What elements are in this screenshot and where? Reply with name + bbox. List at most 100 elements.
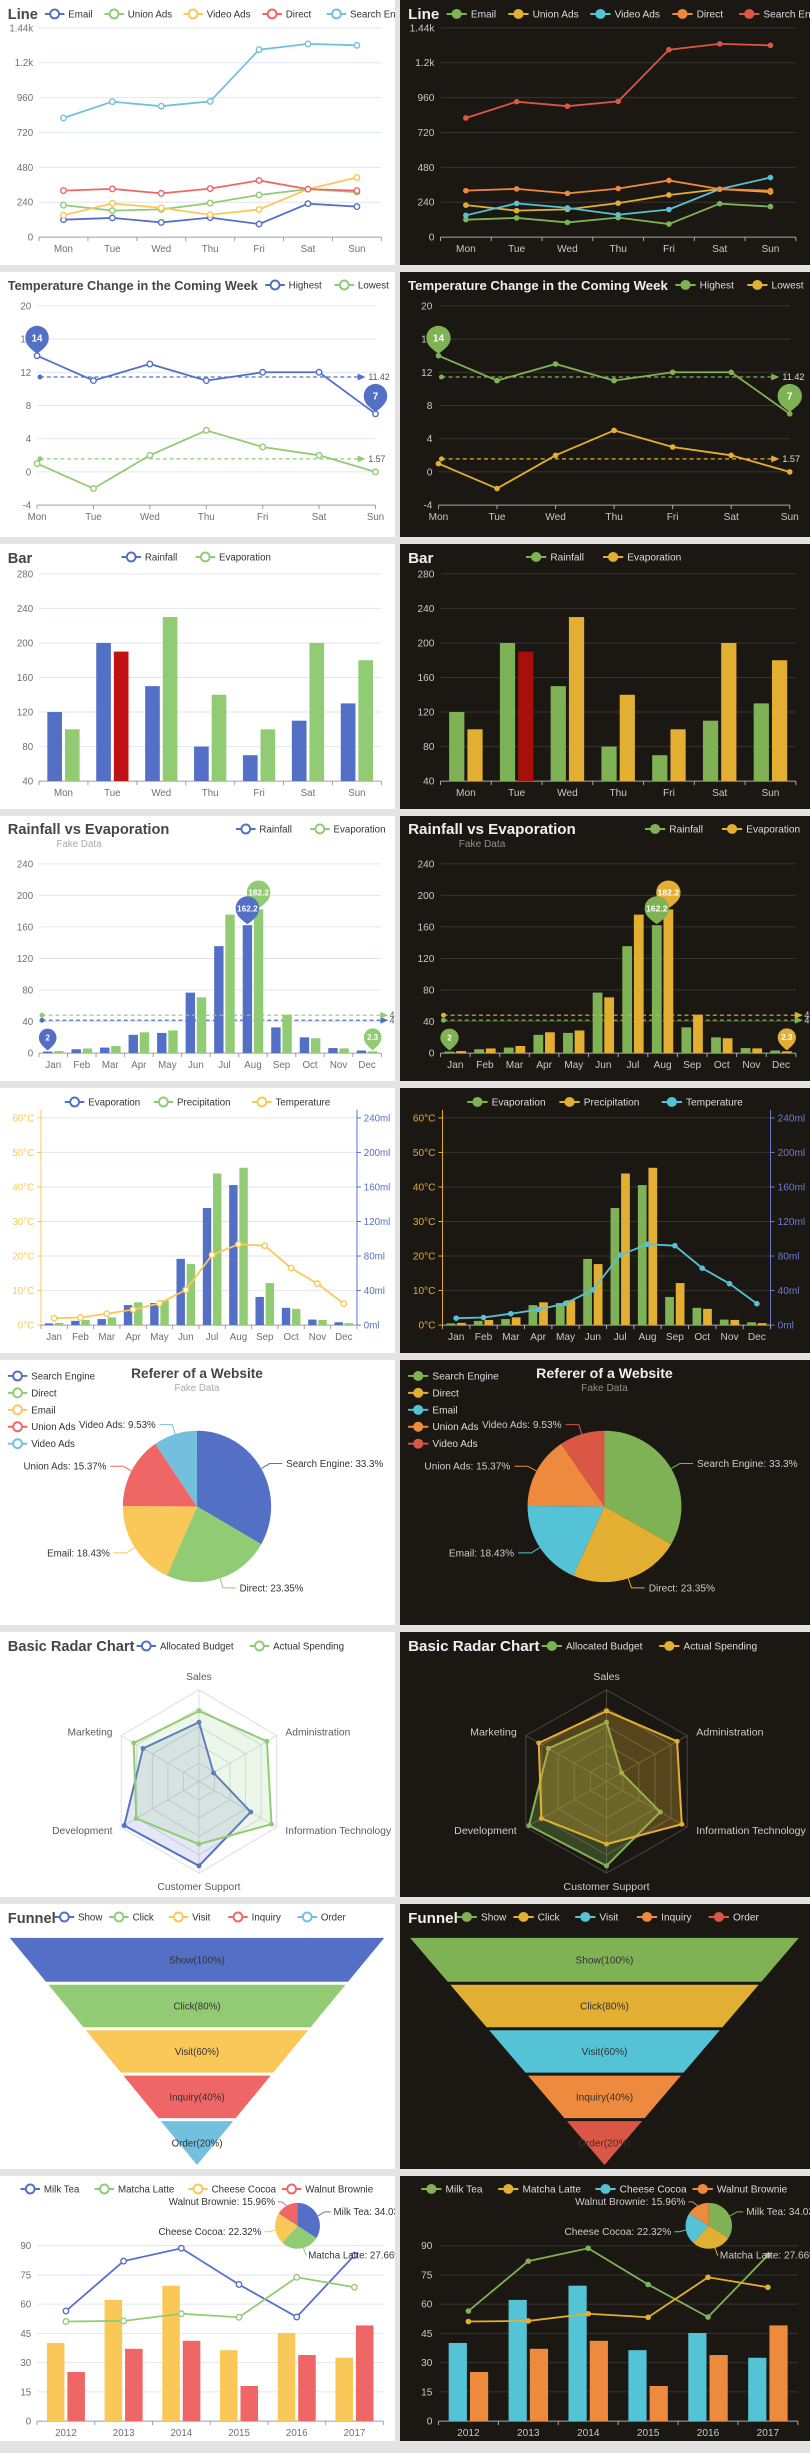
dataset-share-chart-dark[interactable]: Milk Tea Matcha Latte Cheese Cocoa Walnut B… — [400, 2176, 810, 2441]
mixed-chart-canvas[interactable]: Evaporation Precipitation Temperature 0°C 10… — [0, 1088, 395, 1353]
referer-pie-chart-light[interactable]: Referer of a Website Fake Data Search Engi… — [0, 1360, 395, 1625]
svg-text:Search Engine: 33.3%: Search Engine: 33.3% — [286, 1459, 383, 1470]
svg-text:7: 7 — [373, 391, 379, 402]
svg-text:2012: 2012 — [55, 2428, 77, 2439]
svg-text:Matcha Latte: Matcha Latte — [118, 2184, 175, 2195]
svg-text:Sun: Sun — [761, 788, 779, 799]
bar-chart-dark[interactable]: Bar Rainfall Evaporation 40 80 120 160 200 240 28… — [400, 544, 810, 809]
svg-text:Information Technology: Information Technology — [696, 1825, 806, 1837]
funnel-chart-canvas[interactable]: Funnel Show Click Visit Inquiry Order Show(100… — [400, 1904, 810, 2169]
svg-text:120: 120 — [418, 954, 435, 965]
svg-text:200: 200 — [418, 639, 435, 650]
svg-text:Click(80%): Click(80%) — [580, 2002, 629, 2013]
svg-text:182.2: 182.2 — [248, 887, 269, 897]
svg-text:Matcha Latte: 27.66%: Matcha Latte: 27.66% — [308, 2251, 395, 2262]
svg-text:Email: Email — [68, 9, 92, 20]
svg-text:Sun: Sun — [761, 244, 779, 255]
referer-pie-chart-dark[interactable]: Referer of a Website Fake Data Search Engi… — [400, 1360, 810, 1625]
svg-text:Mar: Mar — [502, 1332, 520, 1343]
svg-text:Tue: Tue — [488, 512, 505, 523]
svg-text:0: 0 — [26, 2416, 32, 2427]
dataset-chart-canvas[interactable]: Milk Tea Matcha Latte Cheese Cocoa Walnut B… — [0, 2176, 395, 2441]
line-chart-canvas[interactable]: Line Email Union Ads Video Ads Direct Search … — [0, 0, 395, 265]
svg-text:240: 240 — [418, 859, 435, 870]
radar-chart-canvas[interactable]: Basic Radar Chart Allocated Budget Actual … — [0, 1632, 395, 1897]
svg-text:May: May — [556, 1332, 575, 1343]
bar-chart-canvas[interactable]: Bar Rainfall Evaporation 40 80 120 160 200 240 28… — [0, 544, 395, 809]
svg-text:Union Ads: Union Ads — [128, 9, 172, 20]
svg-text:2016: 2016 — [697, 2428, 720, 2439]
pie-chart-canvas[interactable]: Referer of a Website Fake Data Search Engi… — [400, 1360, 810, 1625]
svg-text:Nov: Nov — [330, 1060, 347, 1071]
temperature-chart-canvas[interactable]: Temperature Change in the Coming Week Hig… — [0, 272, 395, 537]
rainfall-evaporation-chart-light[interactable]: Rainfall vs Evaporation Fake Data Rainfall… — [0, 816, 395, 1081]
svg-text:Click: Click — [133, 1912, 154, 1923]
svg-text:Visit: Visit — [192, 1912, 210, 1923]
funnel-chart-dark[interactable]: Funnel Show Click Visit Inquiry Order Show(100… — [400, 1904, 810, 2169]
temperature-chart-light[interactable]: Temperature Change in the Coming Week Hig… — [0, 272, 395, 537]
svg-text:Sun: Sun — [348, 244, 365, 255]
radar-chart-light[interactable]: Basic Radar Chart Allocated Budget Actual … — [0, 1632, 395, 1897]
svg-text:Lowest: Lowest — [772, 281, 804, 292]
dataset-share-chart-light[interactable]: Milk Tea Matcha Latte Cheese Cocoa Walnut B… — [0, 2176, 395, 2441]
svg-text:Tue: Tue — [104, 788, 121, 799]
svg-text:Sun: Sun — [367, 512, 384, 523]
line-chart-light[interactable]: Line Email Union Ads Video Ads Direct Search … — [0, 0, 395, 265]
svg-text:720: 720 — [17, 128, 34, 139]
line-chart-canvas[interactable]: Line Email Union Ads Video Ads Direct Search … — [400, 0, 810, 265]
svg-text:Precipitation: Precipitation — [177, 1097, 231, 1108]
svg-text:Thu: Thu — [198, 512, 215, 523]
svg-text:Jan: Jan — [45, 1060, 61, 1071]
pie-chart-canvas[interactable]: Referer of a Website Fake Data Search Engi… — [0, 1360, 395, 1625]
bar-chart-light[interactable]: Bar Rainfall Evaporation 40 80 120 160 200 240 28… — [0, 544, 395, 809]
svg-text:2013: 2013 — [113, 2428, 135, 2439]
mixed-chart-canvas[interactable]: Evaporation Precipitation Temperature 0°C 10… — [400, 1088, 810, 1353]
svg-text:0ml: 0ml — [778, 1321, 794, 1332]
temperature-chart-canvas[interactable]: Temperature Change in the Coming Week Hig… — [400, 272, 810, 537]
svg-text:Jul: Jul — [206, 1332, 218, 1343]
radar-chart-dark[interactable]: Basic Radar Chart Allocated Budget Actual … — [400, 1632, 810, 1897]
svg-text:Direct: Direct — [31, 1388, 57, 1399]
svg-text:Feb: Feb — [476, 1060, 494, 1071]
temperature-chart-dark[interactable]: Temperature Change in the Coming Week Hig… — [400, 272, 810, 537]
svg-text:Jul: Jul — [627, 1060, 640, 1071]
svg-text:Nov: Nov — [309, 1332, 326, 1343]
svg-text:Aug: Aug — [244, 1060, 261, 1071]
svg-text:Dec: Dec — [335, 1332, 352, 1343]
svg-text:Tue: Tue — [104, 244, 121, 255]
rainfall-evaporation-chart-dark[interactable]: Rainfall vs Evaporation Fake Data Rainfall… — [400, 816, 810, 1081]
svg-text:Wed: Wed — [151, 244, 171, 255]
svg-text:120: 120 — [418, 708, 435, 719]
mixed-axes-chart-light[interactable]: Evaporation Precipitation Temperature 0°C 10… — [0, 1088, 395, 1353]
radar-chart-canvas[interactable]: Basic Radar Chart Allocated Budget Actual … — [400, 1632, 810, 1897]
svg-text:200ml: 200ml — [778, 1148, 806, 1159]
line-chart-dark[interactable]: Line Email Union Ads Video Ads Direct Search … — [400, 0, 810, 265]
mixed-axes-chart-dark[interactable]: Evaporation Precipitation Temperature 0°C 10… — [400, 1088, 810, 1353]
svg-text:240: 240 — [418, 604, 435, 615]
svg-text:41.63: 41.63 — [390, 1015, 395, 1025]
svg-text:Allocated Budget: Allocated Budget — [566, 1641, 643, 1652]
svg-text:480: 480 — [418, 163, 435, 174]
svg-text:Evaporation: Evaporation — [492, 1097, 546, 1108]
svg-text:Temperature: Temperature — [686, 1097, 743, 1108]
svg-text:120: 120 — [17, 707, 34, 718]
svg-text:480: 480 — [17, 163, 34, 174]
funnel-chart-light[interactable]: Funnel Show Click Visit Inquiry Order Show(100… — [0, 1904, 395, 2169]
svg-text:80: 80 — [22, 985, 33, 996]
svg-text:Tue: Tue — [508, 244, 525, 255]
svg-text:50°C: 50°C — [413, 1148, 436, 1159]
svg-text:30°C: 30°C — [12, 1217, 34, 1228]
bar-chart-canvas[interactable]: Bar Rainfall Evaporation 40 80 120 160 200 240 28… — [400, 544, 810, 809]
svg-text:Email: Email — [471, 9, 496, 20]
svg-text:0: 0 — [427, 467, 433, 478]
svg-text:Dec: Dec — [772, 1060, 790, 1071]
funnel-chart-canvas[interactable]: Funnel Show Click Visit Inquiry Order Show(100… — [0, 1904, 395, 2169]
svg-text:Customer Support: Customer Support — [157, 1882, 240, 1893]
svg-text:Video Ads: Video Ads — [432, 1439, 477, 1450]
dataset-chart-canvas[interactable]: Milk Tea Matcha Latte Cheese Cocoa Walnut B… — [400, 2176, 810, 2441]
svg-text:Highest: Highest — [700, 281, 734, 292]
svg-text:Walnut Brownie: Walnut Brownie — [305, 2184, 373, 2195]
